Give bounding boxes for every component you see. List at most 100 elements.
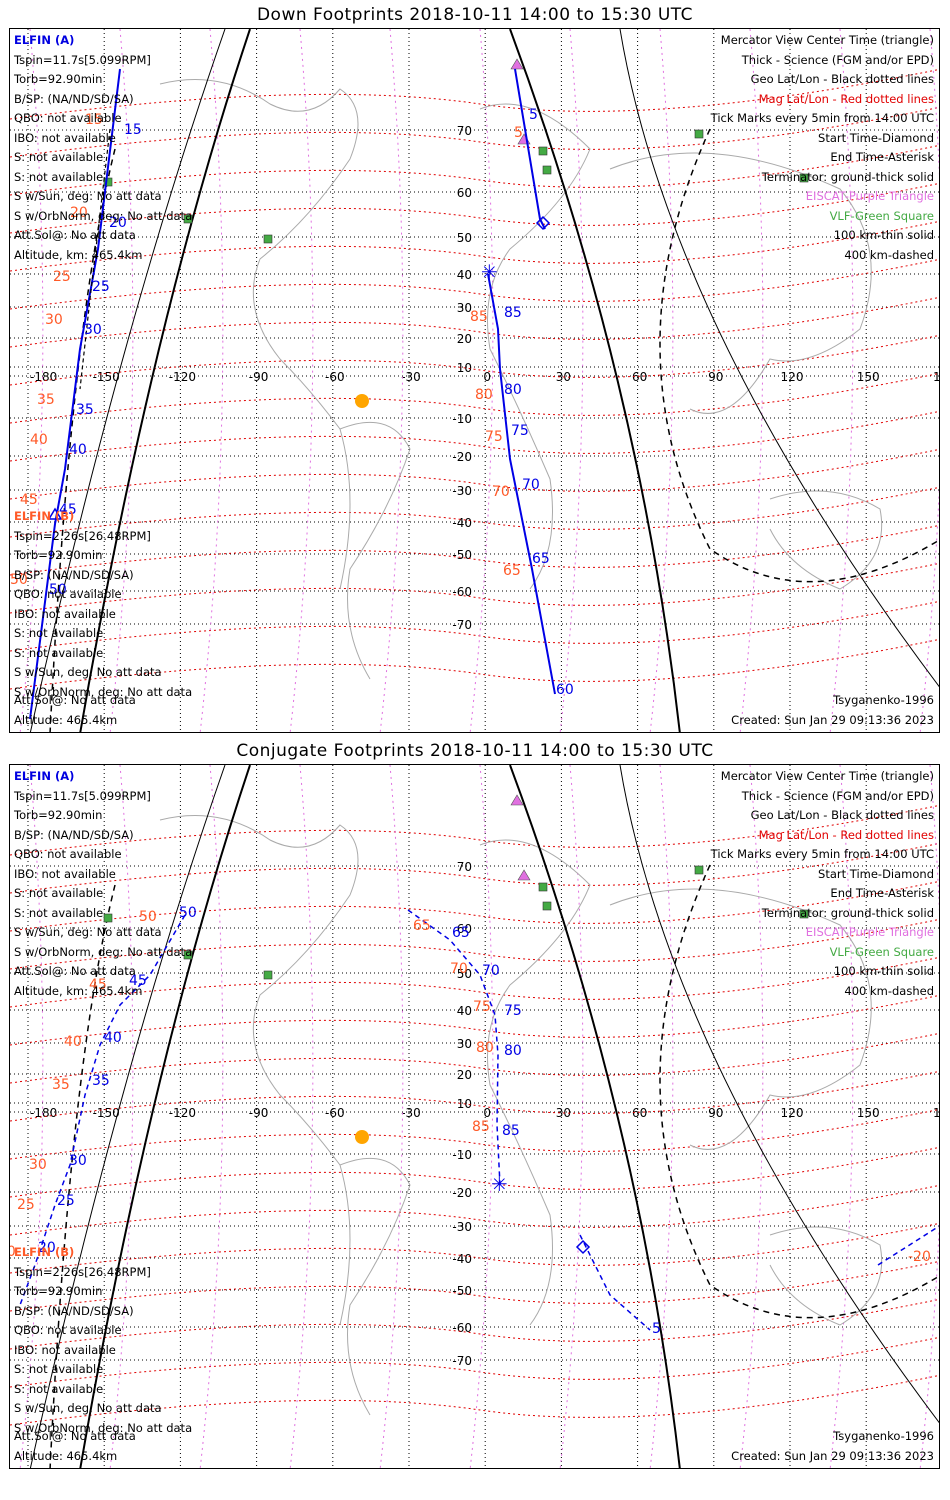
credits-conjugate: Tsyganenko-1996 Created: Sun Jan 29 09:1… xyxy=(731,1427,934,1466)
mag-lat-curve xyxy=(10,524,939,576)
track-a-tick-label: 40 xyxy=(104,1030,122,1046)
info-line: Att.Sol@: No att data xyxy=(14,964,136,978)
legend-line: VLF-Green Square xyxy=(829,208,934,223)
end-asterisk-icon: ✳ xyxy=(481,260,498,284)
legend-line: Terminator: ground-thick solid xyxy=(761,169,934,184)
legend-line: Mag Lat/Lon - Red dotted lines xyxy=(758,91,934,106)
mag-lat-curve xyxy=(10,486,939,538)
info-line: B/SP: (NA/ND/SD/SA) xyxy=(14,91,134,106)
track-a-tick-label: 30 xyxy=(69,1153,87,1169)
vlf-square-icon xyxy=(538,146,548,156)
track-a-tick-label: 25 xyxy=(92,279,110,295)
track-a-tick-label: 20 xyxy=(38,1240,56,1256)
mag-lat-curve xyxy=(10,804,939,856)
track-a-tick-label: 25 xyxy=(57,1193,75,1209)
lon-tick-label: -150 xyxy=(93,370,120,384)
mag-lon-curve xyxy=(649,29,674,732)
track-a-mag-label: 30 xyxy=(45,312,63,328)
info-line: S: not available xyxy=(14,645,104,660)
vlf-square-icon xyxy=(103,913,113,923)
lon-tick-label: 120 xyxy=(781,370,804,384)
coastline xyxy=(339,421,411,680)
info-line: Torb=92.90min xyxy=(14,1284,103,1298)
coastline xyxy=(159,79,359,590)
info-line: S w/OrbNorm, deg: No att data xyxy=(14,944,193,959)
lon-tick-label: 90 xyxy=(708,370,723,384)
track-a-mag-label: 45 xyxy=(20,492,38,508)
legend-line: Mercator View Center Time (triangle) xyxy=(720,769,934,783)
mag-lat-curve xyxy=(10,1374,939,1426)
track-a-tick-label: 15 xyxy=(124,122,142,138)
legend-line: 400 km-dashed xyxy=(844,983,934,998)
track-a-tick-label: 30 xyxy=(84,322,102,338)
track-a-mag-label: 35 xyxy=(37,392,55,408)
track-b-tick-label: 85 xyxy=(504,305,522,321)
lat-tick-label: -70 xyxy=(452,618,472,632)
info-line: IBO: not available xyxy=(14,606,116,621)
mag-lat-curve xyxy=(10,448,939,500)
info-line: QBO: not available xyxy=(14,1323,122,1337)
mag-lat-curve xyxy=(10,182,939,234)
track-b-mag-label: 65 xyxy=(503,563,521,579)
sat-b-name: ELFIN (B) xyxy=(14,509,75,523)
vlf-square-icon xyxy=(799,173,809,183)
info-line: S: not available xyxy=(14,1381,104,1396)
track-a-mag-label: 40 xyxy=(64,1034,82,1050)
mag-lat-curve xyxy=(10,220,939,272)
legend-line: 100 km-thin solid xyxy=(833,228,934,242)
info-line: S: not available xyxy=(14,169,104,184)
lon-tick-label: 180 xyxy=(933,370,940,384)
track-a-tick-label: 50 xyxy=(179,905,197,921)
info-line: S: not available xyxy=(14,626,104,640)
track-a-mag-label: 25 xyxy=(17,1197,35,1213)
vlf-square-icon xyxy=(542,165,552,175)
info-line: S w/Sun, deg: No att data xyxy=(14,189,162,203)
legend-line: Tick Marks every 5min from 14:00 UTC xyxy=(710,847,934,861)
legend-line: Mag Lat/Lon - Red dotted lines xyxy=(758,827,934,842)
vlf-square-icon xyxy=(103,177,113,187)
track-b-mag-label: 5 xyxy=(514,125,523,141)
track-b-mag-label: 70 xyxy=(450,961,468,977)
info-line: S w/Sun, deg: No att data xyxy=(14,1401,162,1415)
info-line: S w/OrbNorm, deg: No att data xyxy=(14,684,193,699)
track-b-tick-label: 80 xyxy=(504,382,522,398)
info-line: Att.Sol@: No att data xyxy=(14,228,136,242)
track-a-tick-label: 35 xyxy=(92,1073,110,1089)
track-b-line-south xyxy=(487,273,556,695)
lat-tick-label: 20 xyxy=(457,1068,472,1082)
legend-line: EISCAT-Purple Triangle xyxy=(805,925,934,939)
track-b-tick-label: 5 xyxy=(529,107,538,123)
track-a-mag-label: 50 xyxy=(10,572,28,588)
terminator-ground xyxy=(79,765,251,1468)
mag-lat-curve xyxy=(10,1070,939,1122)
lat-tick-label: -30 xyxy=(452,1220,472,1234)
vlf-square-icon xyxy=(694,129,704,139)
info-line: QBO: not available xyxy=(14,587,122,601)
legend-line: VLF-Green Square xyxy=(829,944,934,959)
info-line: S w/OrbNorm, deg: No att data xyxy=(14,1420,193,1435)
legend-line: Terminator: ground-thick solid xyxy=(761,905,934,920)
mag-lat-curve xyxy=(10,1146,939,1198)
sat-b-info-conjugate: ELFIN (B) Tspin=2.26s[26.48RPM] Torb=92.… xyxy=(14,1243,192,1438)
model-label: Tsyganenko-1996 xyxy=(833,693,934,707)
legend-down: Mercator View Center Time (triangle) Thi… xyxy=(711,31,934,265)
track-b-mag-label: 80 xyxy=(475,387,493,403)
lon-tick-label: -60 xyxy=(325,1106,345,1120)
info-line: Altitude: 465.4km xyxy=(14,1448,118,1463)
lon-tick-label: 0 xyxy=(483,1106,491,1120)
track-b-tick-label: 75 xyxy=(504,1003,522,1019)
coastline xyxy=(339,1157,411,1416)
map-canvas-down: -180 -150 -120 -90 -60 -30 0 30 60 90 120 150 180 70 6… xyxy=(10,29,940,732)
track-b-tick-label: 60 xyxy=(556,682,574,698)
mag-lon-curve xyxy=(199,29,224,732)
sat-b-footer-conjugate: Att.Sol@: No att data Altitude: 465.4km xyxy=(14,1427,136,1466)
mag-lat-curve xyxy=(10,372,939,424)
lat-tick-label: 70 xyxy=(457,860,472,874)
info-line: Att.Sol@: No att data xyxy=(14,1429,136,1443)
info-line: Torb=92.90min xyxy=(14,808,103,822)
terminator-ground xyxy=(509,29,681,732)
mag-lon-curve xyxy=(649,765,674,1468)
info-line: Tspin=11.7s[5.099RPM] xyxy=(14,788,151,803)
track-a-line xyxy=(29,68,121,720)
info-line: Torb=92.90min xyxy=(14,548,103,562)
